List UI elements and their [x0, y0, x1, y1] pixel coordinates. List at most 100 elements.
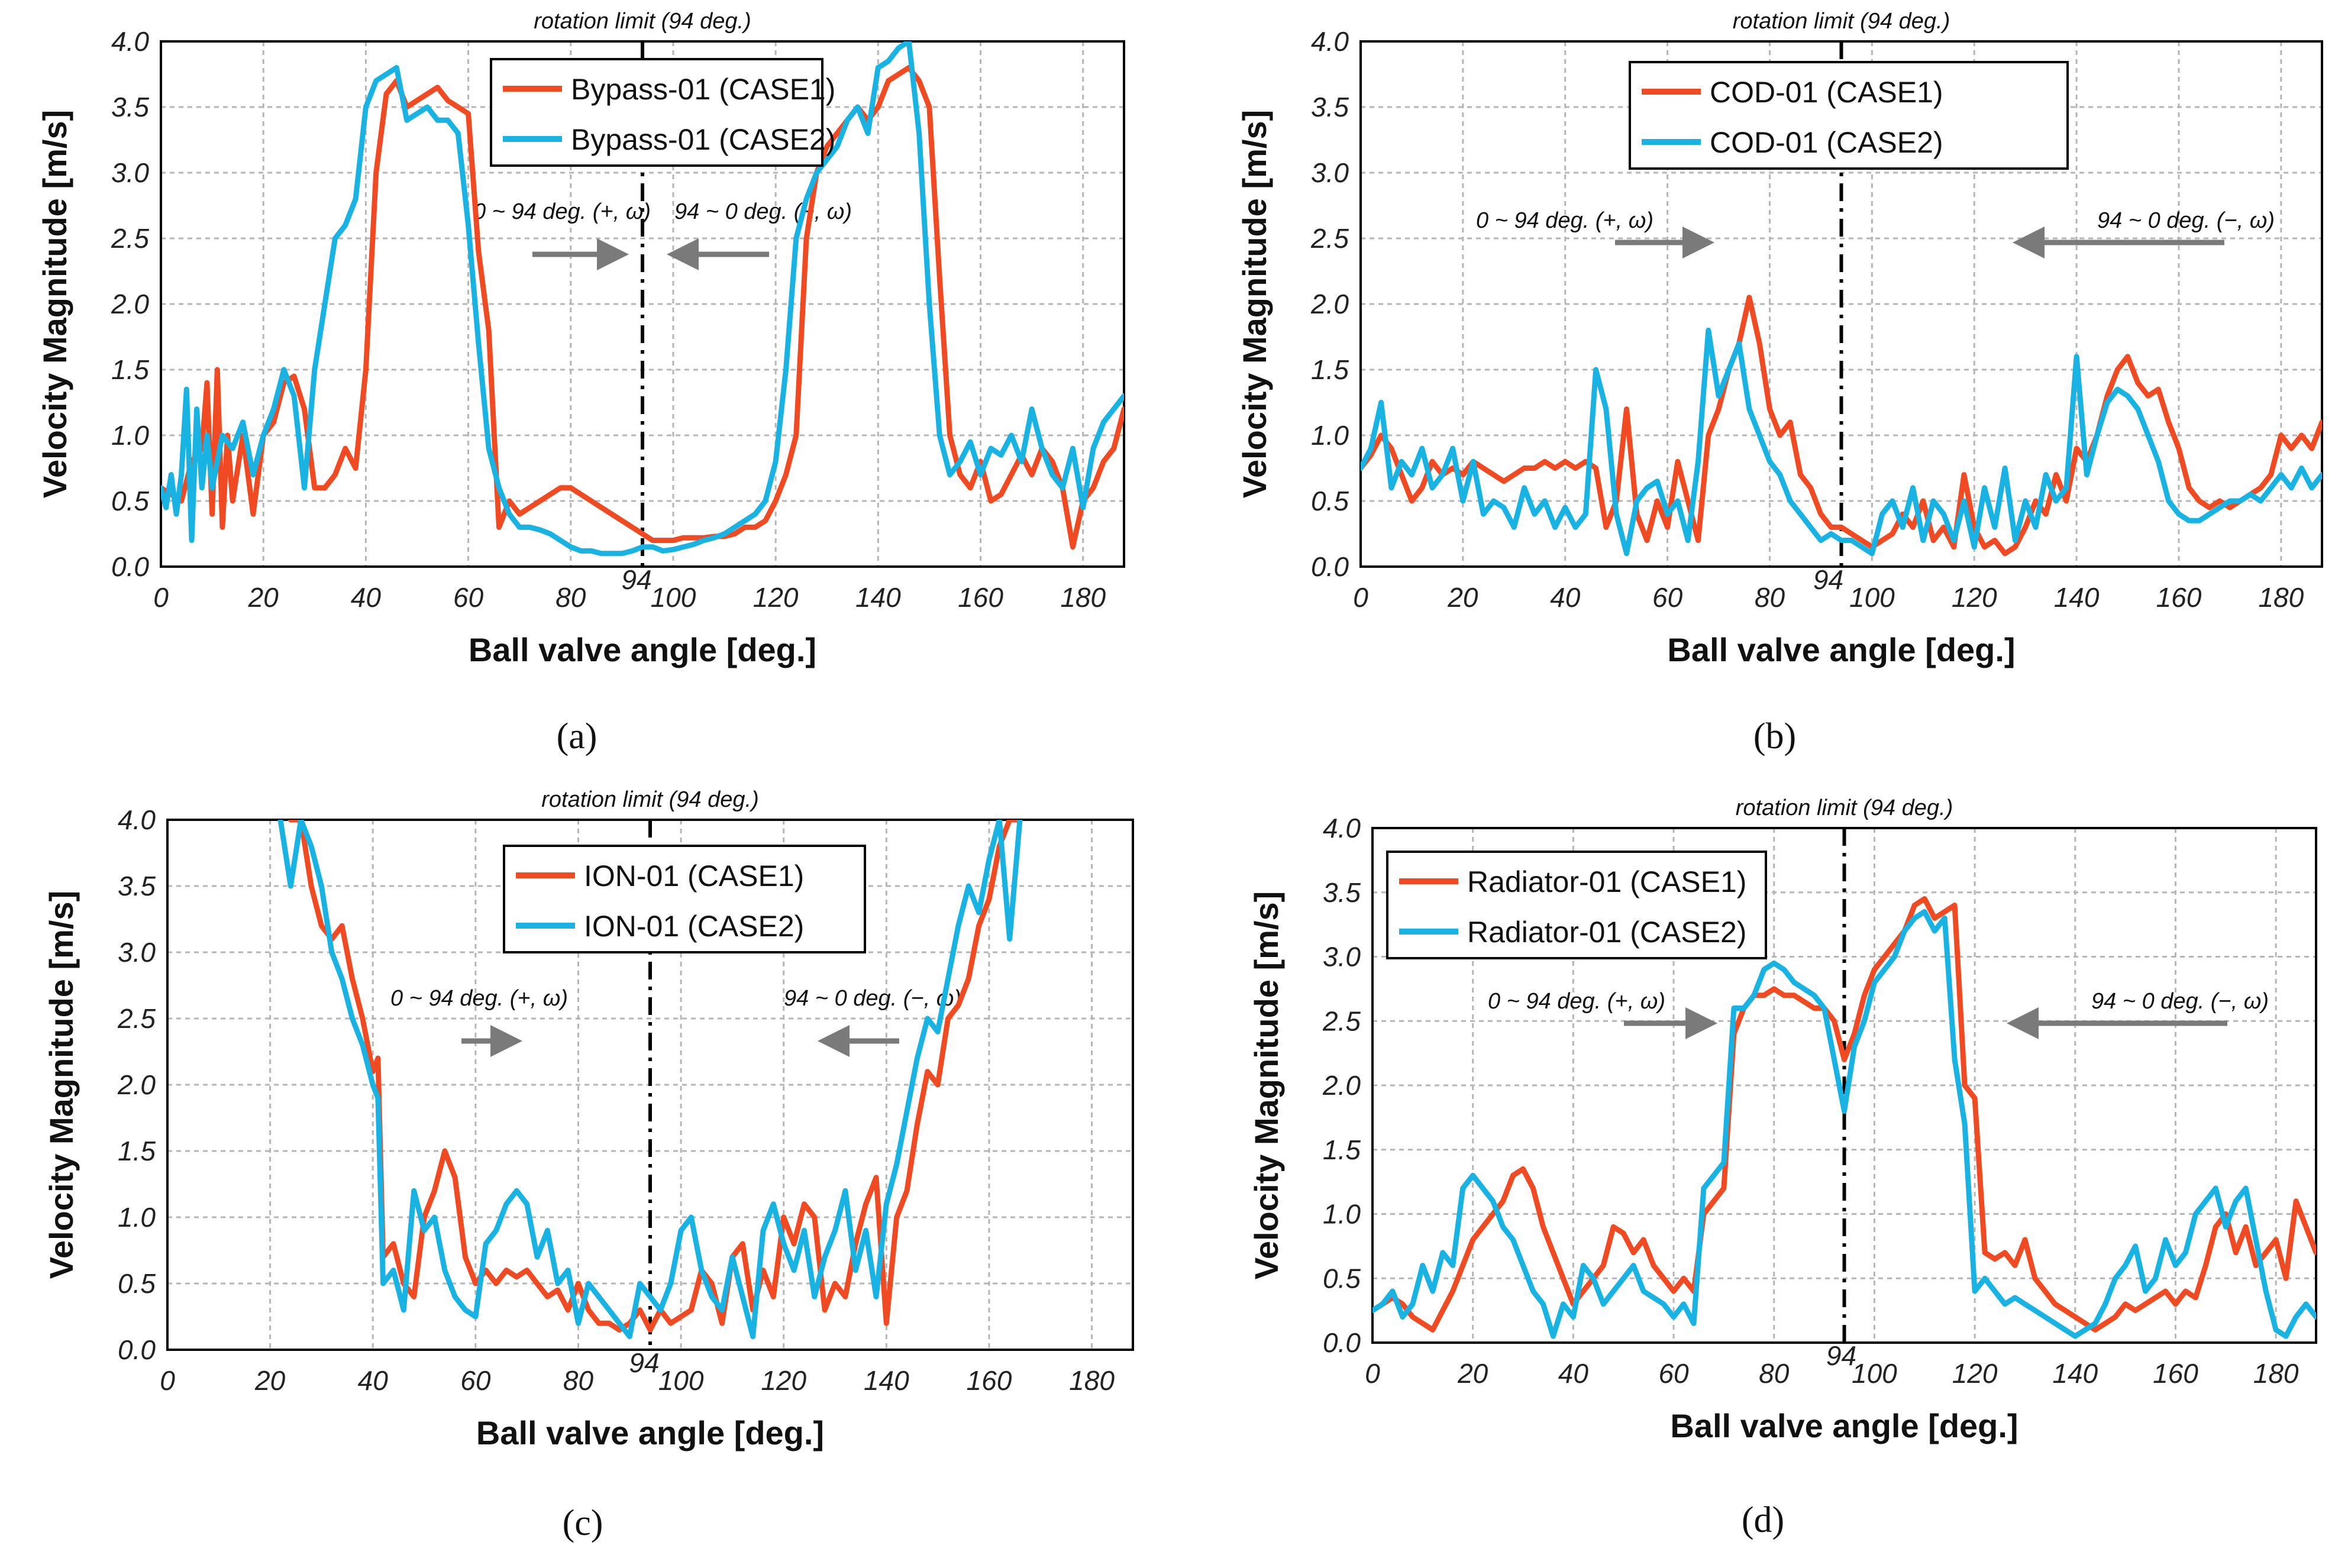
- x-tick-label: 180: [2253, 1358, 2299, 1389]
- y-tick-label: 1.0: [1323, 1199, 1361, 1230]
- x-tick-label: 120: [1952, 582, 1997, 613]
- legend-label-case2: Bypass-01 (CASE2): [571, 123, 835, 156]
- x-tick-label: 80: [1755, 582, 1785, 613]
- rotation-limit-label: rotation limit (94 deg.): [541, 787, 759, 812]
- y-tick-label: 3.5: [111, 92, 149, 122]
- backward-rotation-label: 94 ~ 0 deg. (−, ω): [784, 986, 961, 1011]
- y-tick-label: 2.5: [1310, 223, 1349, 254]
- y-axis-title: Velocity Magnitude [m/s]: [1248, 891, 1285, 1280]
- legend-label-case2: ION-01 (CASE2): [584, 910, 804, 943]
- x-tick-label: 120: [1952, 1358, 1998, 1389]
- y-tick-label: 4.0: [1323, 813, 1361, 843]
- y-axis-title: Velocity Magnitude [m/s]: [1236, 110, 1273, 499]
- panel-caption: (c): [563, 1503, 603, 1543]
- series-line-case2: [1361, 327, 2322, 557]
- y-tick-label: 3.0: [1311, 157, 1349, 188]
- panel-b: 0 20 40 60 80 100 120 140 160 180 0.0 0.5 1.0 1.5 2.0 2…: [1236, 9, 2323, 756]
- limit-angle-label: 94: [629, 1347, 659, 1378]
- rotation-limit-label: rotation limit (94 deg.): [1733, 9, 1950, 34]
- x-tick-label: 160: [2156, 582, 2202, 613]
- series-line-case2: [277, 820, 1023, 1340]
- x-tick-label: 0: [1353, 582, 1368, 613]
- y-tick-label: 2.5: [117, 1003, 156, 1034]
- series-group: [1372, 896, 2316, 1339]
- y-tick-label: 3.0: [111, 157, 149, 188]
- x-tick-label: 120: [761, 1365, 806, 1396]
- series-line-case1: [1361, 295, 2322, 557]
- x-tick-label: 60: [460, 1365, 491, 1396]
- legend-label-case1: ION-01 (CASE1): [584, 859, 804, 893]
- limit-angle-label: 94: [621, 564, 651, 595]
- series-line-case1: [1372, 896, 2316, 1333]
- x-tick-label: 0: [153, 582, 169, 613]
- y-tick-label: 0.5: [1323, 1263, 1361, 1294]
- legend-label-case2: Radiator-01 (CASE2): [1467, 916, 1746, 949]
- y-axis-title: Velocity Magnitude [m/s]: [36, 110, 73, 499]
- y-tick-label: 1.0: [118, 1202, 156, 1233]
- x-tick-label: 140: [855, 582, 901, 613]
- x-tick-label: 180: [1069, 1365, 1115, 1396]
- x-tick-label: 100: [658, 1365, 704, 1396]
- y-tick-label: 2.0: [1322, 1070, 1361, 1101]
- y-tick-label: 3.0: [118, 937, 156, 968]
- x-tick-label: 20: [1457, 1358, 1488, 1389]
- y-tick-label: 0.5: [118, 1268, 156, 1299]
- x-tick-label: 100: [1852, 1358, 1897, 1389]
- legend-label-case1: COD-01 (CASE1): [1710, 76, 1943, 109]
- backward-rotation-label: 94 ~ 0 deg. (−, ω): [2097, 208, 2275, 233]
- limit-angle-label: 94: [1826, 1340, 1856, 1371]
- y-tick-label: 2.0: [1310, 289, 1349, 319]
- panel-d: 0 20 40 60 80 100 120 140 160 180 0.0 0.5 1.0 1.5 2.0 2…: [1248, 796, 2317, 1540]
- panel-caption: (d): [1742, 1500, 1784, 1540]
- forward-rotation-label: 0 ~ 94 deg. (+, ω): [1488, 989, 1665, 1014]
- y-tick-label: 0.0: [1311, 551, 1349, 582]
- series-line-case2: [161, 41, 1124, 557]
- y-tick-label: 3.0: [1323, 942, 1361, 972]
- backward-rotation-label: 94 ~ 0 deg. (−, ω): [2091, 989, 2269, 1014]
- legend-box: [1386, 851, 1767, 959]
- x-axis-title: Ball valve angle [deg.]: [1670, 1407, 2018, 1444]
- series-group: [277, 820, 1023, 1340]
- panel-caption: (a): [557, 716, 598, 756]
- y-tick-label: 0.0: [111, 551, 149, 582]
- x-tick-label: 40: [358, 1365, 389, 1396]
- x-tick-label: 160: [2153, 1358, 2198, 1389]
- legend: ION-01 (CASE1) ION-01 (CASE2): [503, 845, 866, 953]
- x-tick-label: 40: [351, 582, 382, 613]
- x-tick-label: 80: [1759, 1358, 1790, 1389]
- forward-rotation-label: 0 ~ 94 deg. (+, ω): [1476, 208, 1653, 233]
- y-tick-label: 0.0: [1323, 1327, 1361, 1358]
- x-tick-label: 160: [967, 1365, 1012, 1396]
- y-tick-label: 4.0: [1311, 26, 1349, 57]
- y-tick-label: 4.0: [118, 804, 156, 835]
- y-tick-label: 4.0: [111, 26, 149, 57]
- x-tick-label: 0: [1365, 1358, 1380, 1389]
- panel-caption: (b): [1753, 716, 1796, 756]
- x-tick-label: 180: [2258, 582, 2304, 613]
- y-tick-label: 1.5: [111, 354, 149, 385]
- x-tick-label: 60: [453, 582, 484, 613]
- y-tick-label: 2.0: [111, 289, 149, 319]
- y-tick-label: 0.5: [111, 486, 149, 516]
- panel-a: 0 20 40 60 80 100 120 140 160 180 0.0 0.5 1.0 1.5 2.0 2…: [36, 9, 1125, 756]
- panel-c: 0 20 40 60 80 100 120 140 160 180 0.0 0.5 1.0 1.5 2.0 2…: [43, 787, 1134, 1543]
- series-group: [161, 41, 1124, 557]
- rotation-limit-label: rotation limit (94 deg.): [1736, 796, 1953, 820]
- y-tick-label: 1.0: [1311, 420, 1349, 451]
- x-tick-label: 140: [2052, 1358, 2098, 1389]
- y-tick-label: 1.5: [118, 1136, 156, 1166]
- x-axis-title: Ball valve angle [deg.]: [469, 631, 816, 668]
- x-tick-label: 20: [254, 1365, 286, 1396]
- y-tick-label: 2.5: [111, 223, 149, 254]
- x-tick-label: 40: [1550, 582, 1581, 613]
- x-tick-label: 140: [2054, 582, 2100, 613]
- legend-label-case2: COD-01 (CASE2): [1710, 126, 1943, 159]
- y-tick-label: 1.0: [111, 420, 149, 451]
- legend: Bypass-01 (CASE1) Bypass-01 (CASE2): [490, 58, 835, 167]
- y-tick-label: 1.5: [1311, 354, 1349, 385]
- y-tick-label: 2.0: [117, 1069, 156, 1100]
- y-tick-label: 0.0: [118, 1334, 156, 1365]
- forward-rotation-label: 0 ~ 94 deg. (+, ω): [473, 199, 651, 224]
- x-tick-label: 160: [958, 582, 1003, 613]
- x-tick-label: 40: [1558, 1358, 1589, 1389]
